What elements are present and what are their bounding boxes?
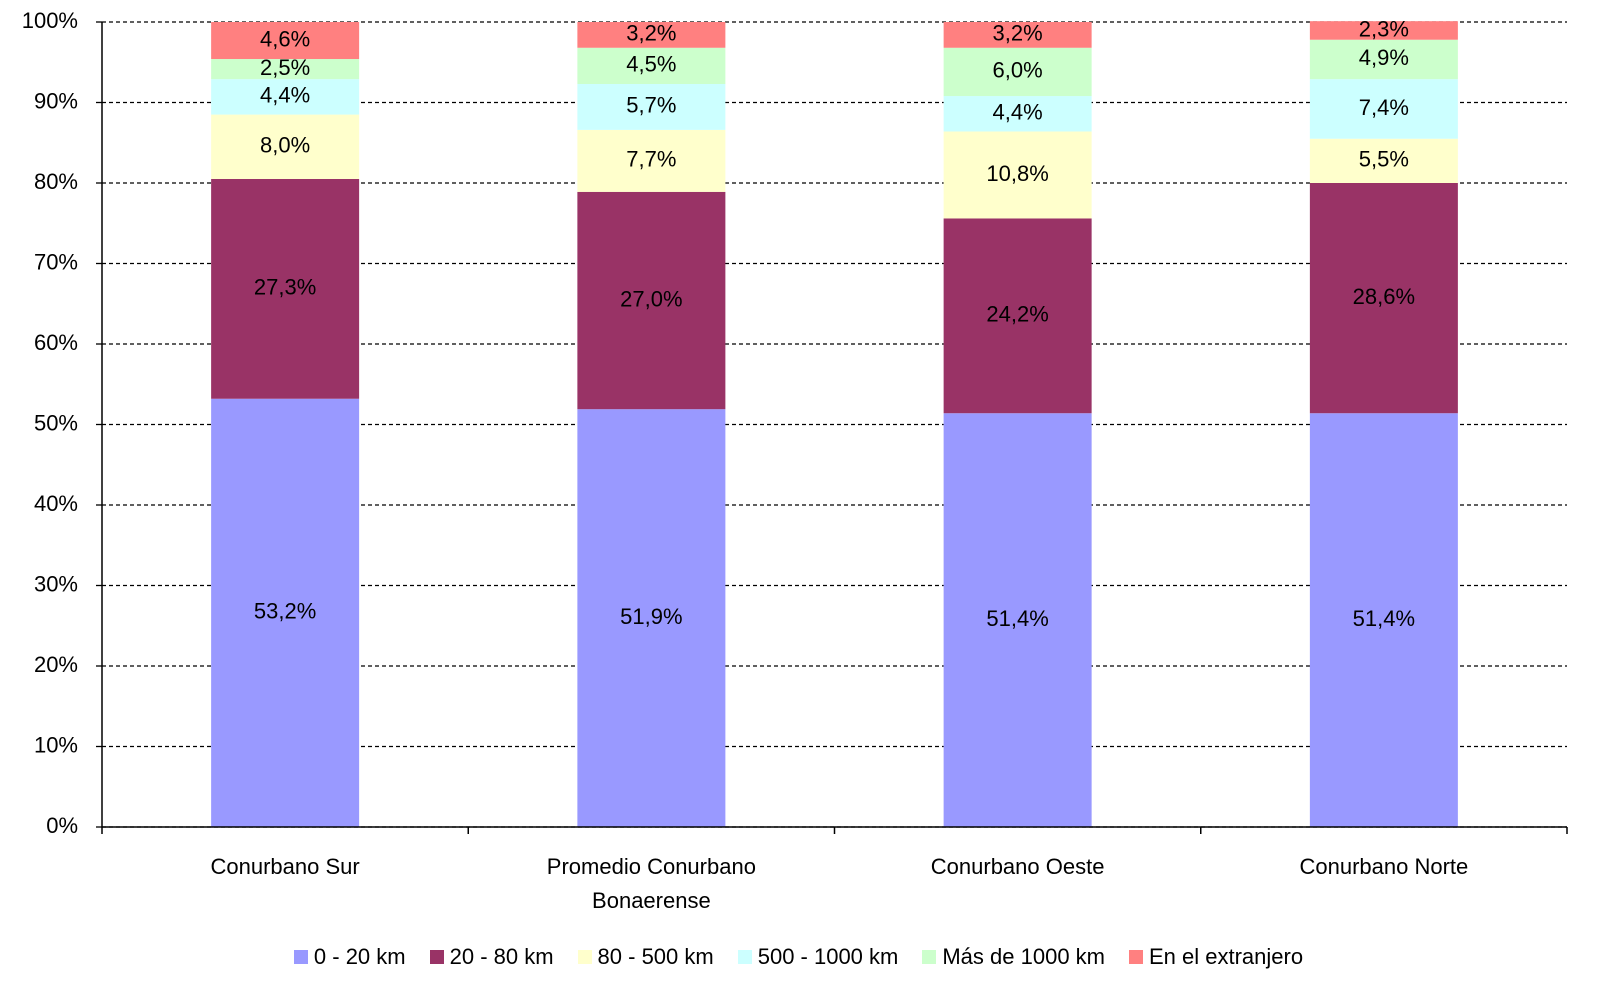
data-label: 6,0% (993, 58, 1043, 83)
data-label: 3,2% (626, 21, 676, 46)
data-label: 28,6% (1353, 284, 1415, 309)
legend-label: 80 - 500 km (597, 944, 714, 969)
y-tick-label: 20% (34, 652, 78, 677)
bar-segment (1309, 413, 1458, 827)
data-label: 5,5% (1359, 147, 1409, 172)
bar-segment (943, 96, 1092, 132)
data-label: 51,4% (986, 606, 1048, 631)
data-label: 7,7% (626, 147, 676, 172)
y-tick-label: 10% (34, 732, 78, 757)
legend-item: 80 - 500 km (577, 944, 714, 970)
data-label: 2,3% (1359, 16, 1409, 41)
legend-swatch (429, 950, 444, 964)
bar-segment (211, 114, 360, 179)
data-label: 24,2% (986, 302, 1048, 327)
legend-label: En el extranjero (1149, 944, 1304, 969)
bar-segment (943, 131, 1092, 219)
data-label: 10,8% (986, 161, 1048, 186)
legend: 0 - 20 km 20 - 80 km 80 - 500 km 500 - 1000… (0, 944, 1597, 970)
y-tick-label: 30% (34, 571, 78, 596)
bar-segment (577, 129, 726, 192)
bar-segment (1309, 79, 1458, 139)
bar-segment (211, 79, 360, 115)
legend-swatch (1129, 950, 1143, 964)
legend-item: En el extranjero (1129, 944, 1303, 970)
x-tick-label: Conurbano Sur (210, 854, 360, 879)
legend-swatch (737, 950, 752, 964)
x-tick-label: Conurbano Oeste (930, 854, 1105, 879)
data-label: 51,4% (1353, 606, 1415, 631)
data-label: 7,4% (1359, 95, 1409, 120)
legend-item: Más de 1000 km (922, 944, 1105, 970)
legend-label: 0 - 20 km (313, 944, 406, 969)
y-tick-label: 70% (34, 249, 78, 274)
legend-swatch (577, 950, 592, 964)
data-label: 4,5% (626, 52, 676, 77)
y-tick-label: 100% (22, 8, 78, 33)
bar-segment (577, 83, 726, 130)
legend-label: 500 - 1000 km (757, 944, 899, 969)
data-label: 27,3% (254, 275, 316, 300)
data-label: 2,5% (260, 55, 310, 80)
bar-segment (943, 218, 1092, 414)
bar-segment (211, 398, 360, 827)
data-label: 53,2% (254, 599, 316, 624)
data-label: 4,9% (1359, 45, 1409, 70)
y-tick-label: 60% (34, 330, 78, 355)
x-tick-label: Promedio Conurbano Bonaerense (546, 854, 756, 913)
bar-segment (577, 409, 726, 827)
bar-segment (577, 22, 726, 48)
y-tick-label: 90% (34, 88, 78, 113)
legend-swatch (922, 950, 937, 964)
legend-swatch (293, 950, 308, 964)
data-label: 3,2% (993, 21, 1043, 46)
legend-label: Más de 1000 km (942, 944, 1105, 969)
bar-segment (1309, 183, 1458, 414)
y-tick-label: 40% (34, 491, 78, 516)
data-label: 4,4% (260, 83, 310, 108)
bar-segment (211, 59, 360, 80)
bar-segment (211, 178, 360, 399)
bar-segment (943, 47, 1092, 97)
bar-segment (1309, 138, 1458, 183)
bar-segment (943, 22, 1092, 48)
y-tick-label: 80% (34, 169, 78, 194)
bar-segment (1309, 21, 1458, 40)
data-label: 4,6% (260, 26, 310, 51)
bar-segment (577, 47, 726, 84)
y-tick-label: 50% (34, 410, 78, 435)
legend-label: 20 - 80 km (449, 944, 554, 969)
data-label: 8,0% (260, 133, 310, 158)
bar-segment (943, 413, 1092, 827)
legend-item: 500 - 1000 km (737, 944, 899, 970)
data-label: 27,0% (620, 286, 682, 311)
y-tick-label: 0% (46, 813, 78, 838)
bar-segment (1309, 39, 1458, 80)
x-tick-label: Conurbano Norte (1299, 854, 1469, 879)
data-label: 51,9% (620, 604, 682, 629)
legend-item: 0 - 20 km (293, 944, 406, 970)
bar-segment (211, 22, 360, 60)
data-label: 5,7% (626, 93, 676, 118)
data-label: 4,4% (993, 100, 1043, 125)
legend-item: 20 - 80 km (429, 944, 554, 970)
bar-segment (577, 191, 726, 410)
